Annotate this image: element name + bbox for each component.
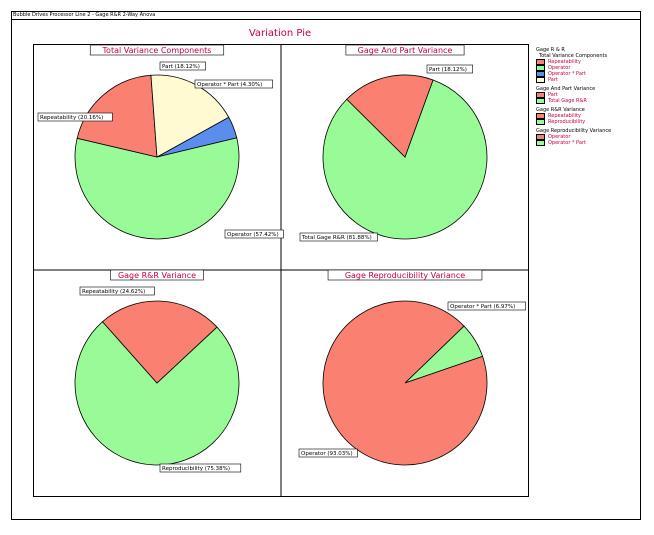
legend-label: Part bbox=[548, 77, 558, 83]
legend-label: Operator * Part bbox=[548, 71, 586, 77]
report-header: Bubble Drives Processor Line 2 - Gage R&… bbox=[11, 11, 641, 20]
legend-label: Repeatability bbox=[548, 113, 581, 119]
legend-swatch bbox=[536, 92, 545, 98]
legend-item: Total Gage R&R bbox=[536, 98, 640, 104]
slice-label-box bbox=[194, 79, 273, 89]
legend-label: Operator * Part bbox=[548, 140, 586, 146]
slice-label-box bbox=[159, 463, 242, 473]
pie-title: Gage And Part Variance bbox=[358, 46, 453, 55]
legend-swatch bbox=[536, 119, 545, 125]
legend-label: Operator bbox=[548, 134, 571, 140]
legend-item: Part bbox=[536, 77, 640, 83]
pie-slice-total-gage-r-r bbox=[322, 79, 488, 240]
slice-label-box bbox=[447, 301, 526, 311]
legend-swatch bbox=[536, 71, 545, 77]
pie-title: Gage R&R Variance bbox=[118, 271, 196, 280]
slice-label-box bbox=[224, 229, 284, 239]
legend-label: Reproducibility bbox=[548, 119, 586, 125]
pie-title-box bbox=[327, 269, 483, 281]
slice-label-box bbox=[159, 61, 206, 71]
pie-slice-part bbox=[346, 74, 434, 158]
legend-label: Repeatability bbox=[548, 59, 581, 65]
pie-slice-repeatability bbox=[101, 300, 218, 384]
pie-slice-operator bbox=[322, 300, 488, 466]
slice-label-box bbox=[37, 112, 113, 122]
legend-item: Operator bbox=[536, 134, 640, 140]
legend-group-title: Gage Reproducibility Variance bbox=[536, 128, 612, 134]
legend-label: Part bbox=[548, 92, 558, 98]
legend-item: Operator bbox=[536, 65, 640, 71]
pie-title-box bbox=[89, 44, 225, 56]
legend-item: Repeatability bbox=[536, 59, 640, 65]
legend-swatch bbox=[536, 98, 545, 104]
legend-item: Operator * Part bbox=[536, 140, 640, 146]
report-frame bbox=[11, 11, 641, 520]
pie-slice-reproducibility bbox=[74, 321, 240, 466]
slice-label-box bbox=[299, 232, 378, 242]
pie-title-box bbox=[345, 44, 465, 56]
legend-item: Operator * Part bbox=[536, 71, 640, 77]
pie-title-box bbox=[110, 269, 204, 281]
slice-label: Operator (57.42%) bbox=[227, 232, 279, 238]
legend-swatch bbox=[536, 140, 545, 146]
legend-group-title: Gage R & R bbox=[536, 47, 565, 53]
slice-label: Part (18.12%) bbox=[162, 64, 200, 70]
legend-item: Reproducibility bbox=[536, 119, 640, 125]
legend-group-title: Gage R&R Variance bbox=[536, 107, 585, 113]
legend-item: Repeatability bbox=[536, 113, 640, 119]
legend-swatch bbox=[536, 113, 545, 119]
slice-label: Part (18.12%) bbox=[429, 67, 467, 73]
legend-item: Part bbox=[536, 92, 640, 98]
pie-slice-operator bbox=[74, 137, 240, 240]
slice-label-box bbox=[298, 448, 358, 458]
legend-group-title: Gage And Part Variance bbox=[536, 86, 596, 92]
slice-label: Reproducibility (75.38%) bbox=[162, 466, 230, 472]
slice-label: Total Gage R&R (81.88%) bbox=[301, 235, 372, 241]
legend: Gage R & R Total Variance Components Repea… bbox=[536, 44, 640, 146]
legend-swatch bbox=[536, 134, 545, 140]
legend-group-subtitle: Total Variance Components bbox=[539, 53, 608, 59]
slice-label: Operator * Part (4.30%) bbox=[197, 82, 262, 88]
slice-label-box bbox=[79, 286, 155, 296]
slice-label-box bbox=[426, 64, 473, 74]
slice-label: Repeatability (20.16%) bbox=[40, 115, 103, 121]
chart-title: Variation Pie bbox=[248, 28, 312, 39]
legend-label: Operator bbox=[548, 65, 571, 71]
pie-slice-repeatability bbox=[76, 74, 158, 158]
legend-label: Total Gage R&R bbox=[548, 98, 587, 104]
legend-swatch bbox=[536, 65, 545, 71]
legend-swatch bbox=[536, 77, 545, 83]
slice-label: Operator (93.03%) bbox=[301, 451, 353, 457]
pie-title: Gage Reproducibility Variance bbox=[345, 271, 465, 280]
pie-title: Total Variance Components bbox=[102, 46, 212, 55]
slice-label: Repeatability (24.62%) bbox=[82, 289, 145, 295]
legend-swatch bbox=[536, 59, 545, 65]
slice-label: Operator * Part (6.97%) bbox=[450, 304, 515, 310]
